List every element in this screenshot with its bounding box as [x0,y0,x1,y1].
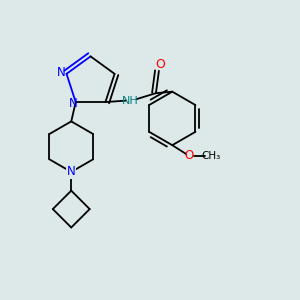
Text: N: N [67,165,76,178]
Text: O: O [155,58,165,71]
Text: CH₃: CH₃ [201,151,220,160]
Text: N: N [57,66,66,79]
Text: N: N [69,97,78,110]
Text: O: O [184,149,193,162]
Text: NH: NH [122,96,139,106]
